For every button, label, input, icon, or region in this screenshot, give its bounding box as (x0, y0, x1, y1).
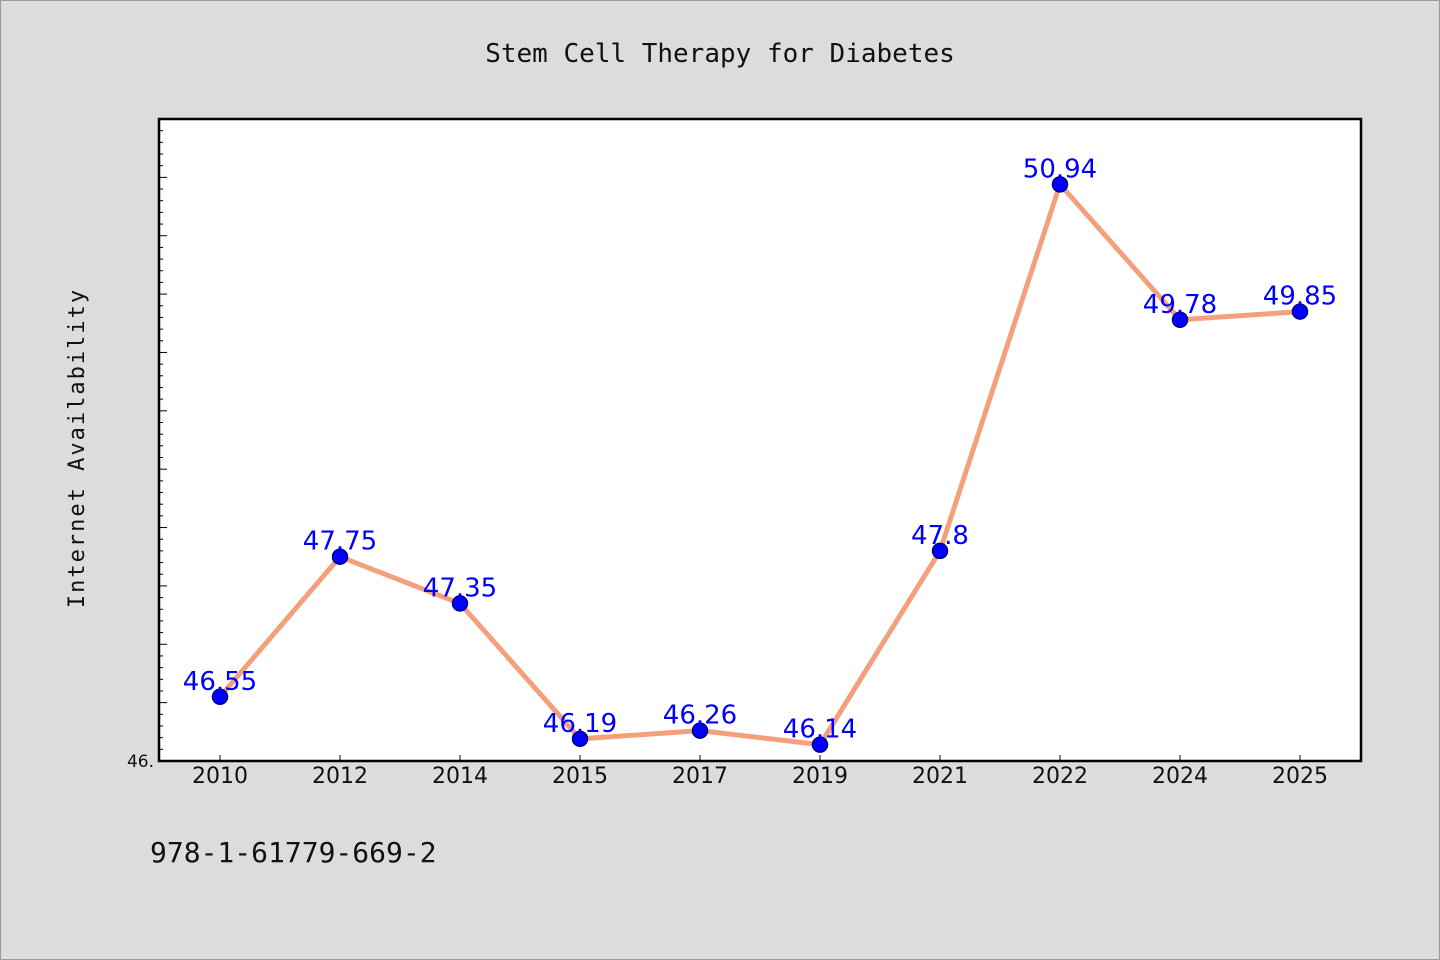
plot-area (157, 117, 1363, 763)
data-point (331, 548, 349, 565)
data-label: 47.8 (911, 521, 969, 551)
x-tick-label: 2014 (432, 764, 488, 789)
data-label: 47.35 (423, 573, 497, 603)
data-label: 47.75 (303, 527, 377, 557)
data-label: 46.19 (543, 709, 617, 739)
data-point (1291, 303, 1309, 320)
x-tick-label: 2024 (1152, 764, 1208, 789)
x-tick-label: 2019 (792, 764, 848, 789)
data-point (571, 730, 589, 748)
data-labels: 46.55 47.75 47.35 46.19 46.26 46.14 47.8 50.94 4… (183, 154, 1337, 744)
x-axis-ticks: 2010 2012 2014 2015 2017 2019 2021 2022 2024 2025 (192, 755, 1328, 789)
data-label: 46.14 (783, 715, 857, 745)
data-point (931, 542, 949, 560)
series-line (218, 181, 1301, 748)
x-tick-label: 2012 (312, 764, 368, 789)
isbn-footer: 978-1-61779-669-2 (150, 836, 437, 869)
x-tick-label: 2025 (1272, 764, 1328, 789)
data-label: 46.55 (183, 667, 257, 697)
data-point (1171, 311, 1189, 329)
data-point (211, 688, 229, 706)
data-point (691, 722, 709, 739)
x-tick-label: 2017 (672, 764, 728, 789)
data-label: 49.78 (1143, 290, 1217, 320)
data-point (811, 736, 829, 753)
x-tick-label: 2022 (1032, 764, 1088, 789)
chart-title: Stem Cell Therapy for Diabetes (485, 39, 955, 69)
data-point (1051, 176, 1069, 193)
x-tick-label: 2010 (192, 764, 248, 789)
y-tick-label: 46. (127, 752, 154, 772)
y-axis-label: Internet Availability (65, 288, 90, 608)
x-tick-label: 2015 (552, 764, 608, 789)
data-label: 49.85 (1263, 282, 1337, 312)
y-axis-ticks (159, 118, 167, 762)
series-markers (211, 176, 1309, 753)
data-point (451, 595, 469, 612)
data-label: 46.26 (663, 701, 737, 731)
x-tick-label: 2021 (912, 764, 968, 789)
data-label: 50.94 (1023, 154, 1097, 184)
